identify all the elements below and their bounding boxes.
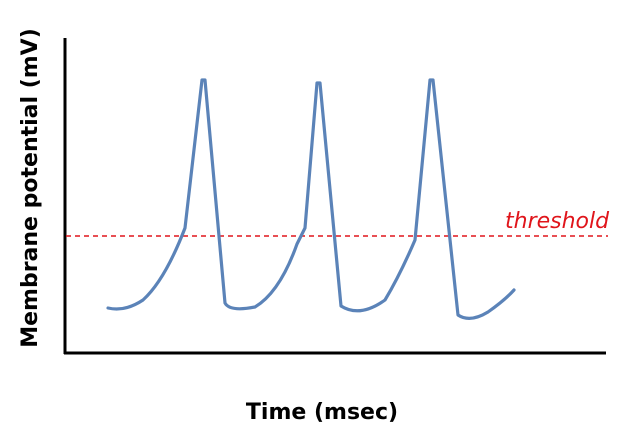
threshold-label: threshold bbox=[505, 209, 610, 234]
membrane-potential-trace bbox=[106, 78, 516, 320]
x-axis-label: Time (msec) bbox=[246, 400, 398, 425]
y-axis-label: Membrane potential (mV) bbox=[18, 28, 43, 348]
